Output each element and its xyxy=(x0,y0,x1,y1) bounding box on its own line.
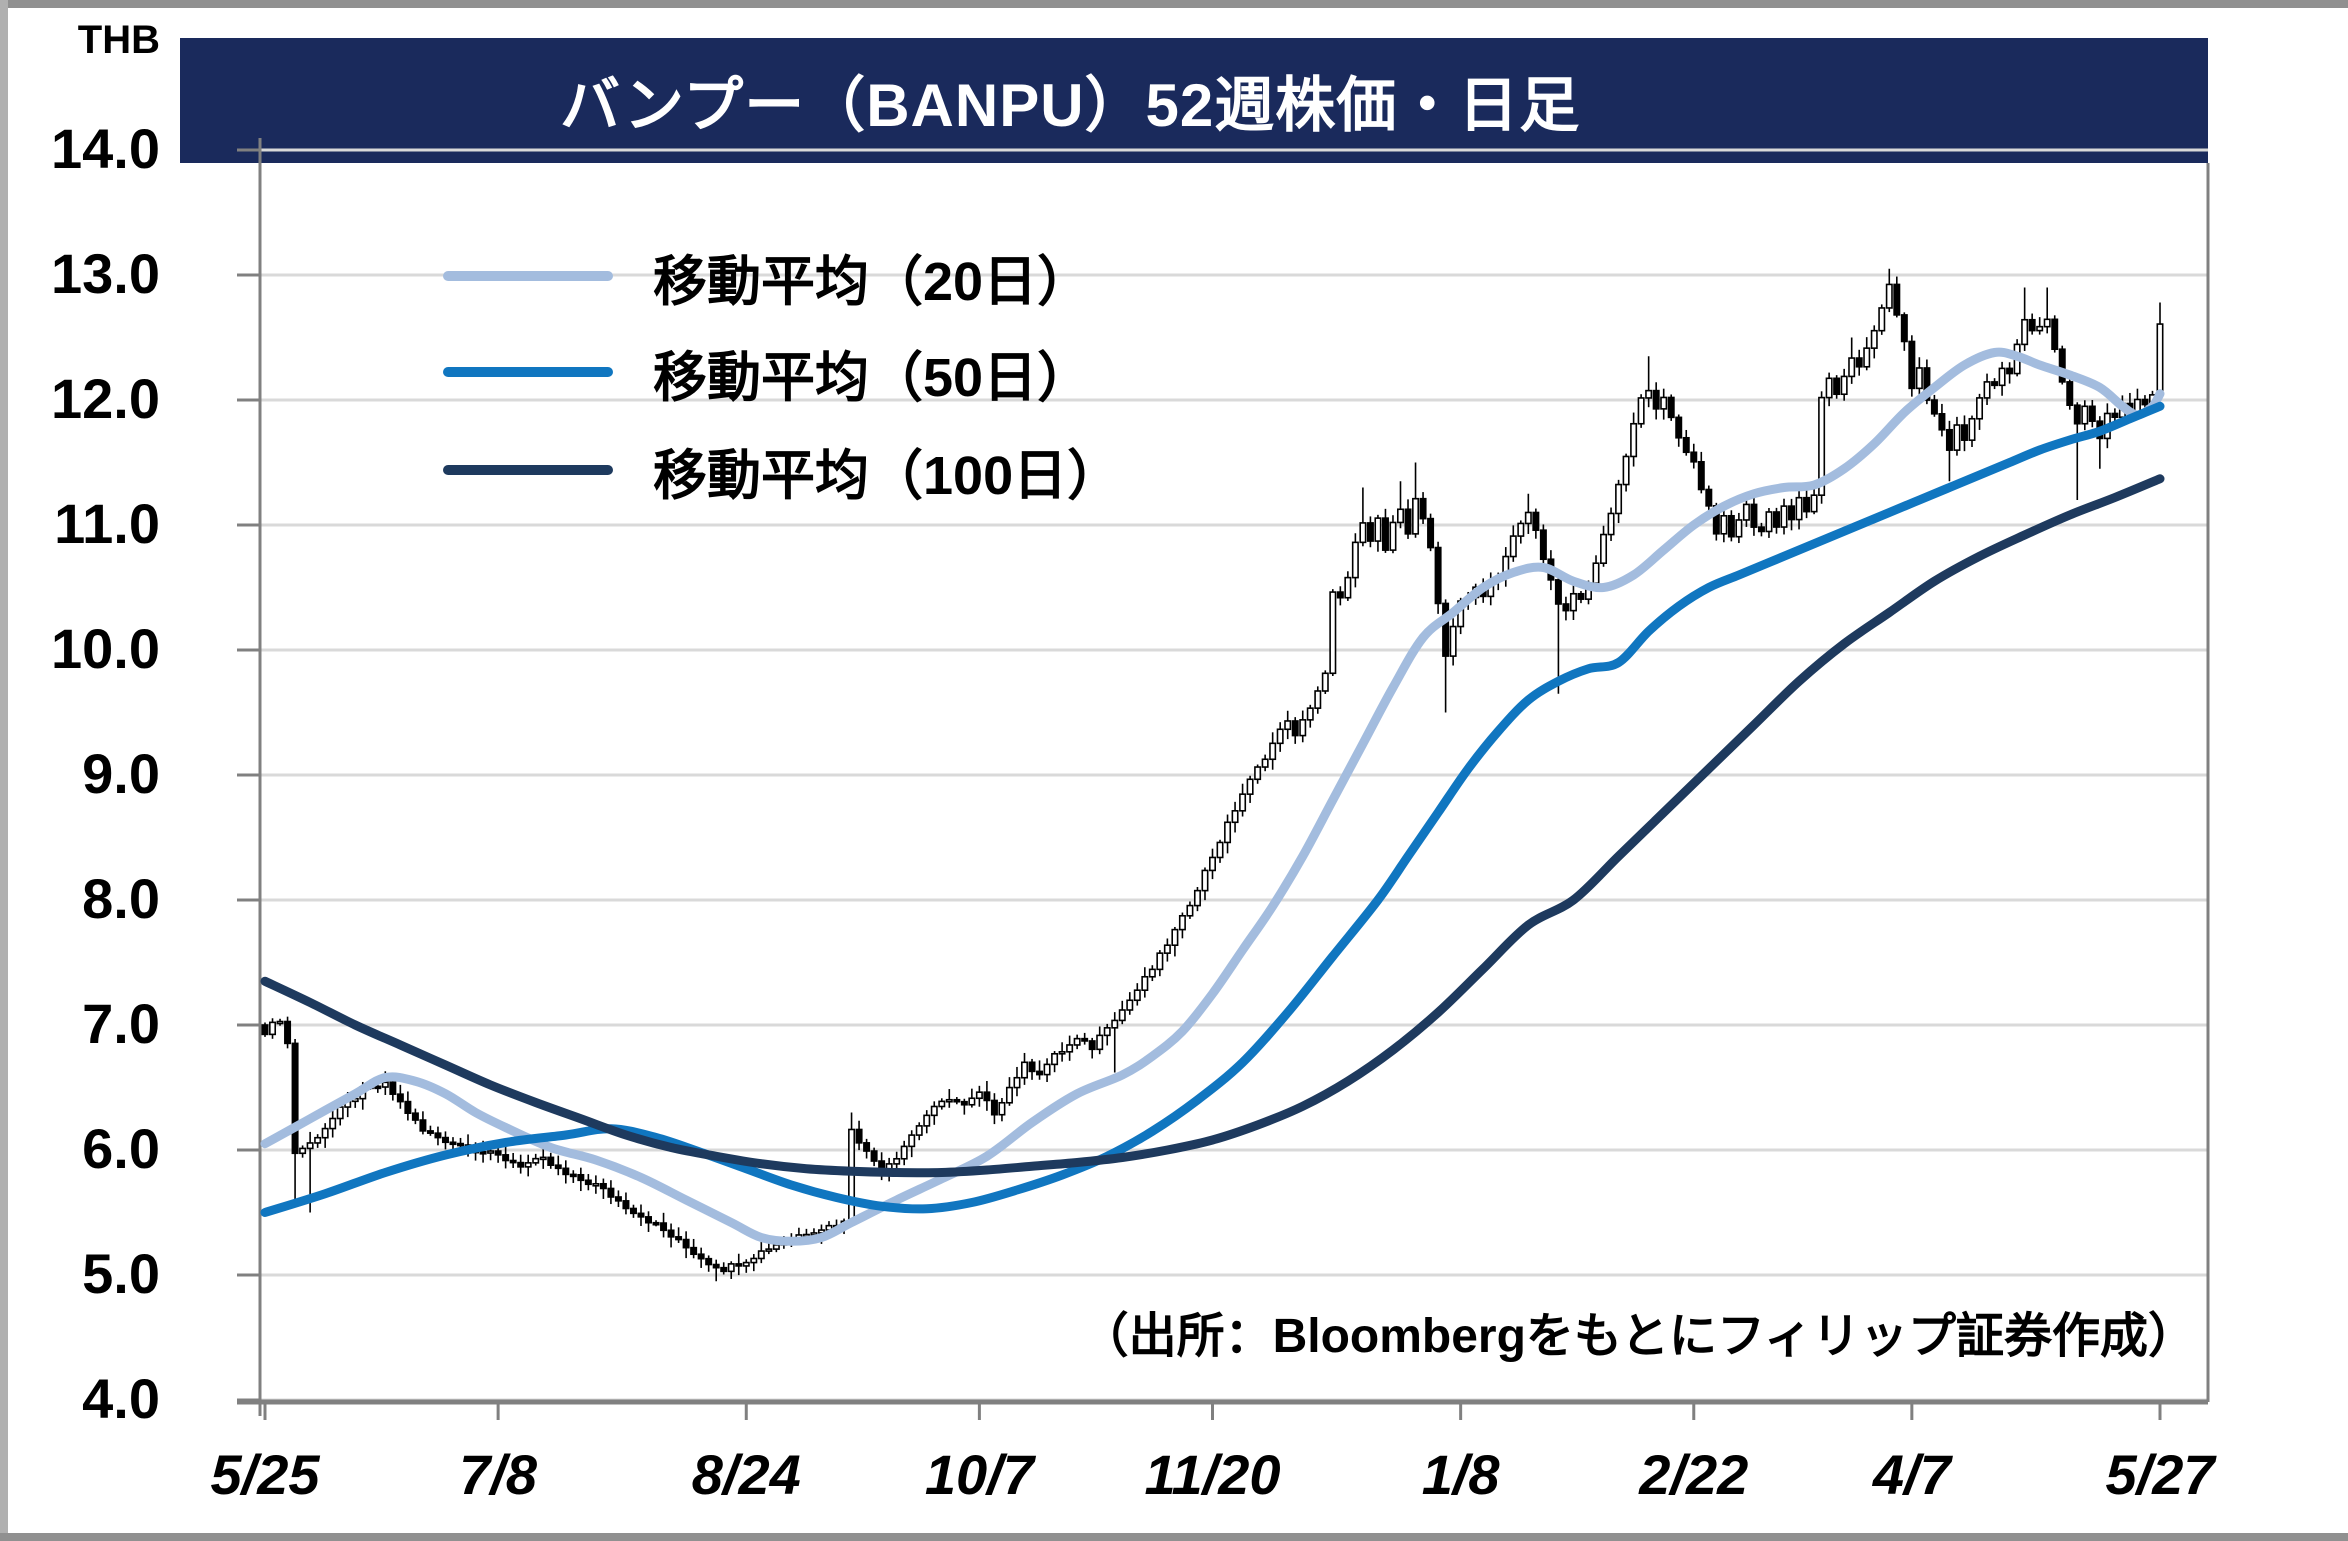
y-tick-label: 10.0 xyxy=(51,617,160,680)
ma20-line xyxy=(260,347,2165,1246)
x-tick-label: 8/24 xyxy=(691,1443,801,1506)
y-axis-unit-label: THB xyxy=(77,18,160,62)
y-tick-label: 11.0 xyxy=(54,492,160,555)
window-border-bottom xyxy=(0,1533,2348,1541)
ma50-line xyxy=(260,401,2165,1217)
axes xyxy=(237,138,2210,1420)
x-tick-label: 5/27 xyxy=(2105,1443,2215,1506)
y-tick-label: 7.0 xyxy=(82,992,160,1055)
x-tick-label: 1/8 xyxy=(1421,1443,1500,1506)
legend-label-ma100: 移動平均（100日） xyxy=(653,445,1122,506)
x-tick-label: 11/20 xyxy=(1144,1443,1281,1506)
chart-title: バンプー（BANPU）52週株価・日足 xyxy=(560,72,1581,139)
legend-item-ma50: 移動平均（50日） xyxy=(443,337,1091,408)
y-tick-label: 5.0 xyxy=(82,1242,160,1305)
window-border-top xyxy=(0,0,2348,8)
x-tick-label: 5/25 xyxy=(210,1443,320,1506)
source-note: （出所：Bloombergをもとにフィリップ証券作成） xyxy=(1080,1310,2196,1363)
y-tick-label: 13.0 xyxy=(51,242,160,305)
ma100-line xyxy=(260,474,2165,1178)
y-tick-label: 9.0 xyxy=(82,742,160,805)
window-border-left xyxy=(0,0,8,1541)
x-tick-label: 10/7 xyxy=(924,1443,1034,1506)
ma100-line-swatch-icon xyxy=(443,465,613,475)
legend-item-ma20: 移動平均（20日） xyxy=(443,241,1091,312)
legend-label-ma50: 移動平均（50日） xyxy=(653,347,1092,408)
y-tick-label: 8.0 xyxy=(82,867,160,930)
ma50-line-swatch-icon xyxy=(443,367,613,377)
y-tick-label: 12.0 xyxy=(51,367,160,430)
y-tick-label: 14.0 xyxy=(51,117,160,180)
x-tick-label: 7/8 xyxy=(459,1443,538,1506)
x-tick-label: 2/22 xyxy=(1639,1443,1749,1506)
x-tick-label: 4/7 xyxy=(1872,1443,1951,1506)
ma20-line-swatch-icon xyxy=(443,271,613,281)
chart-title-bar: バンプー（BANPU）52週株価・日足 xyxy=(180,38,2208,163)
y-tick-label: 6.0 xyxy=(82,1117,160,1180)
legend-label-ma20: 移動平均（20日） xyxy=(653,251,1092,312)
y-tick-label: 4.0 xyxy=(82,1367,160,1430)
legend-item-ma100: 移動平均（100日） xyxy=(443,435,1121,506)
